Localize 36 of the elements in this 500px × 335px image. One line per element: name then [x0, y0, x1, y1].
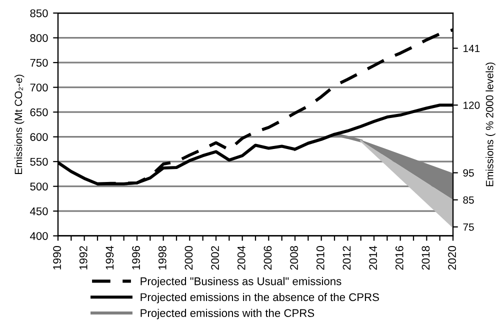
y-tick-label: 500 [30, 182, 48, 190]
x-tick-label: 1996 [132, 246, 140, 270]
y-tick-label: 700 [30, 84, 48, 92]
y2-tick-label: 120 [464, 102, 480, 109]
y-tick-label: 800 [30, 34, 48, 42]
x-tick-label: 2020 [448, 246, 456, 270]
y-tick-label: 550 [30, 158, 48, 166]
y2-tick-label: 75 [463, 224, 474, 231]
x-tick-label: 1992 [79, 246, 88, 270]
legend-label: Projected emissions in the absence of the CPRS [140, 292, 379, 304]
y-tick-label: 400 [30, 232, 48, 240]
x-tick-label: 2002 [211, 246, 219, 270]
y-tick-label: 850 [30, 9, 48, 18]
y-tick-label: 650 [30, 108, 48, 116]
x-tick-label: 1998 [158, 246, 166, 270]
x-tick-label: 2004 [237, 246, 246, 270]
y-tick-label: 750 [30, 58, 48, 67]
x-tick-label: 2006 [264, 246, 272, 270]
x-tick-label: 2008 [290, 246, 298, 270]
x-tick-label: 2010 [316, 246, 324, 270]
y2-tick-label: 95 [463, 169, 474, 177]
x-tick-label: 1994 [106, 246, 114, 270]
x-tick-label: 2014 [369, 246, 377, 270]
y-tick-label: 450 [30, 207, 48, 216]
x-tick-label: 2000 [184, 246, 193, 270]
x-tick-label: 2018 [422, 246, 430, 270]
x-tick-label: 2016 [395, 246, 404, 270]
y-tick-label: 600 [30, 133, 48, 141]
y2-tick-label: 141 [464, 44, 480, 52]
legend-label: Projected "Business as Usual" emissions [140, 277, 342, 288]
x-tick-label: 2012 [342, 246, 351, 270]
legend-label: Projected emissions with the CPRS [140, 308, 314, 320]
y-axis-title: Emissions (Mt CO₂-e) [14, 74, 24, 174]
x-tick-label: 1990 [53, 246, 61, 270]
y2-tick-label: 85 [463, 196, 474, 204]
y2-axis-title: Emissions ( % 2000 levels) [486, 62, 496, 186]
